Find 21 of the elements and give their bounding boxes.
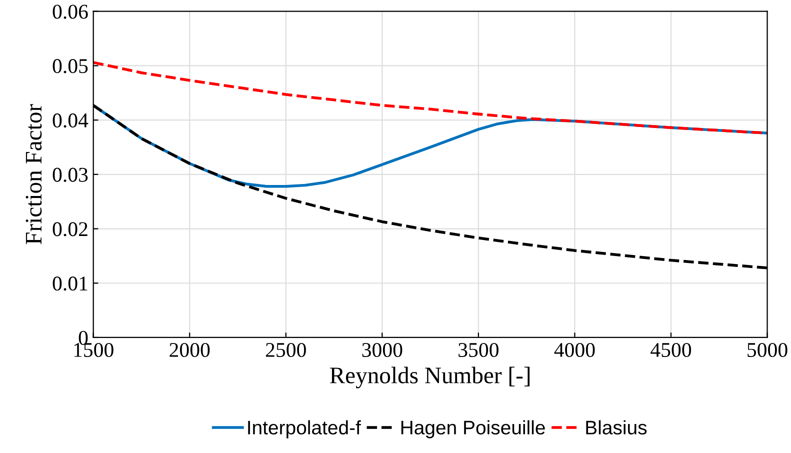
y-tick-label: 0.02 bbox=[52, 222, 88, 236]
y-tick-label: 0.03 bbox=[52, 168, 88, 182]
y-tick-label: 0.06 bbox=[52, 4, 88, 19]
y-tick-label: 0.01 bbox=[52, 276, 88, 291]
x-axis-title: Reynolds Number [-] bbox=[330, 366, 530, 388]
y-tick-label: 0.04 bbox=[52, 113, 88, 128]
x-tick-label: 3500 bbox=[458, 342, 498, 358]
y-tick-label: 0 bbox=[78, 330, 88, 345]
legend-label: Interpolated-f bbox=[248, 420, 361, 438]
x-tick-label: 2500 bbox=[266, 342, 306, 358]
y-axis-title: Friction Factor bbox=[26, 104, 42, 244]
x-tick-label: 3000 bbox=[362, 342, 402, 358]
x-tick-label: 2000 bbox=[170, 342, 210, 358]
line-series bbox=[93, 61, 768, 134]
x-tick-label: 5000 bbox=[748, 342, 788, 358]
x-tick-label: 1500 bbox=[74, 342, 114, 358]
x-tick-label: 4000 bbox=[554, 342, 595, 358]
legend-label: Hagen Poiseuille bbox=[401, 420, 545, 438]
x-tick-label: 4500 bbox=[650, 342, 692, 358]
y-tick-label: 0.05 bbox=[52, 59, 88, 74]
legend-label: Blasius bbox=[586, 420, 647, 434]
